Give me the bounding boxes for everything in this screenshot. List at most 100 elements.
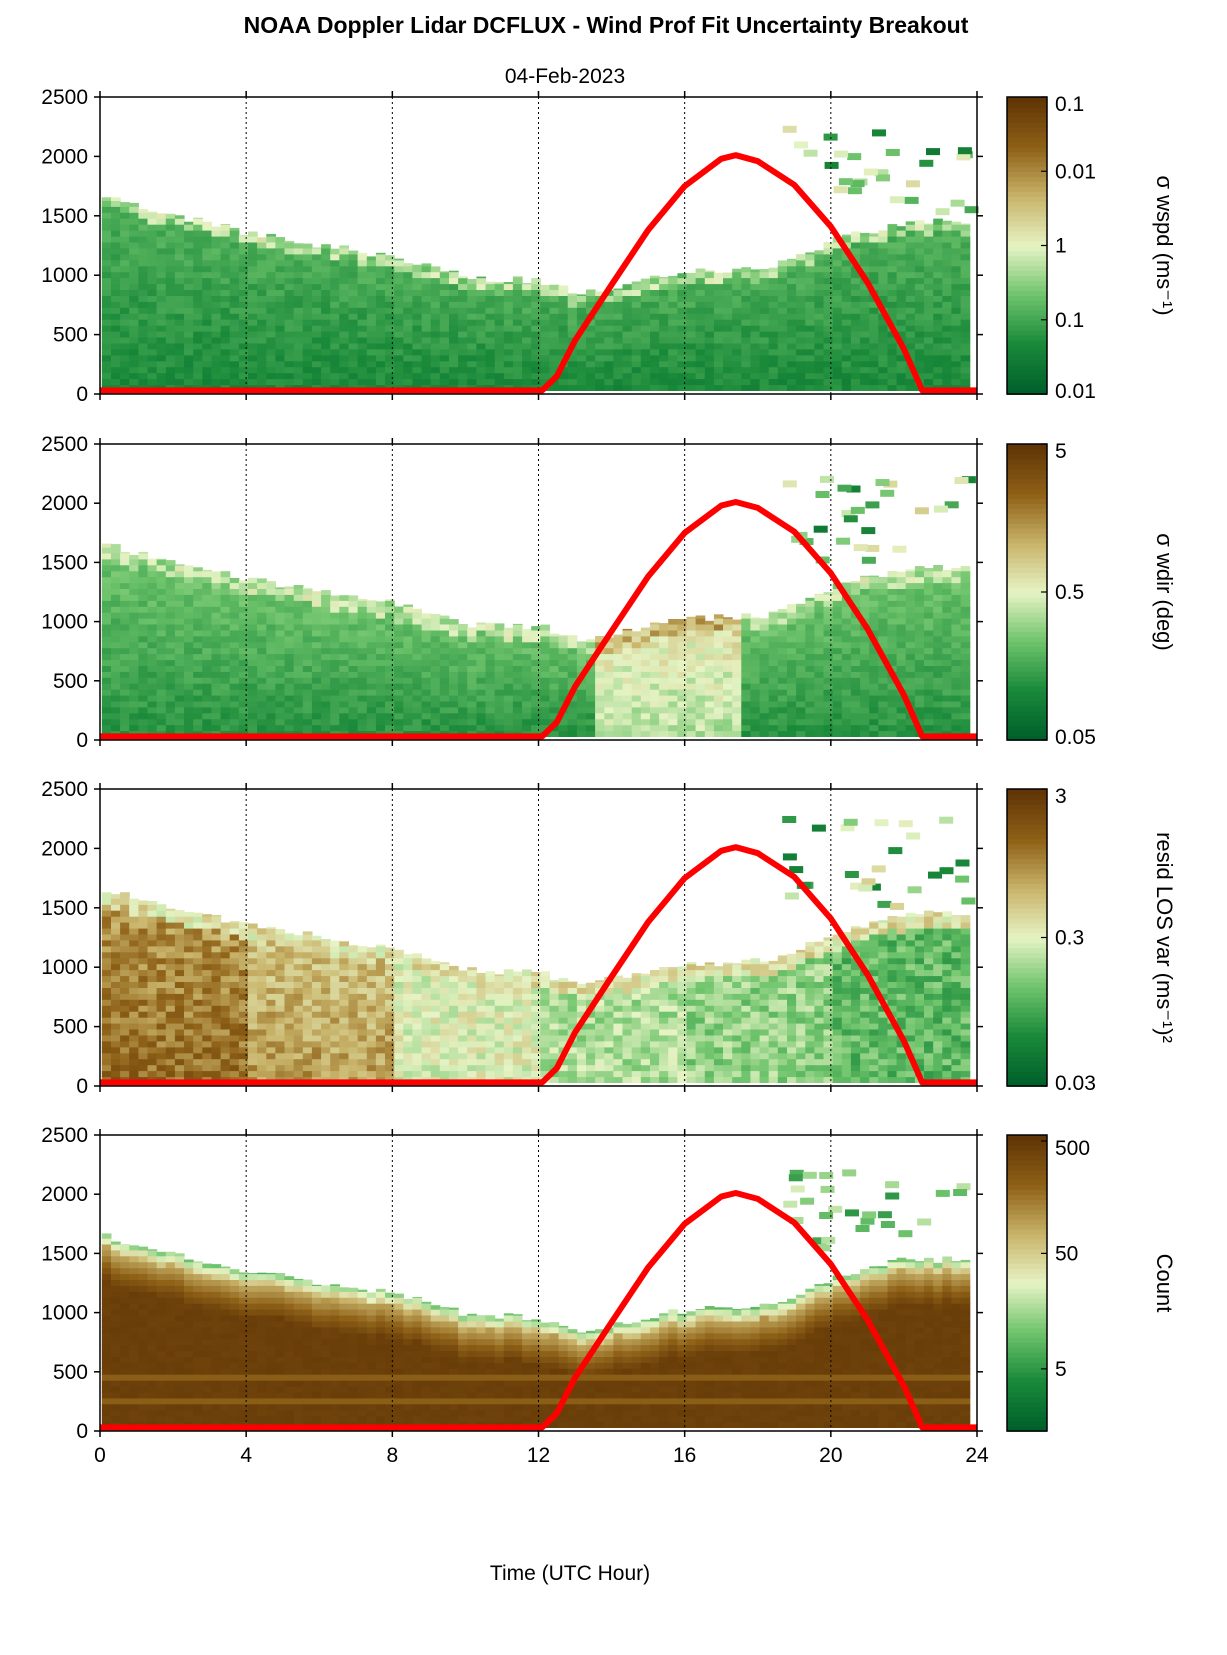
heatmap-cell <box>174 564 185 572</box>
heatmap-cell <box>485 653 496 661</box>
heatmap-cell <box>311 360 322 368</box>
heatmap-cell <box>165 677 176 684</box>
heatmap-cell <box>476 283 487 290</box>
heatmap-cell <box>576 683 587 690</box>
heatmap-cell <box>156 576 167 584</box>
heatmap-cell <box>476 354 487 362</box>
heatmap-cell <box>796 307 806 314</box>
heatmap-cell <box>430 618 441 625</box>
heatmap-cell <box>924 624 934 631</box>
heatmap-cell <box>522 325 532 332</box>
heatmap-cell <box>723 689 733 696</box>
heatmap-cell <box>266 337 276 344</box>
heatmap-cell <box>174 253 185 261</box>
heatmap-cell <box>631 301 642 308</box>
heatmap-cell <box>330 289 340 296</box>
heatmap-cell <box>540 285 550 290</box>
heatmap-cell <box>412 618 423 625</box>
heatmap-cell <box>823 259 834 267</box>
heatmap-cell <box>111 1029 121 1036</box>
heatmap-cell <box>394 671 404 678</box>
heatmap-cell <box>357 301 368 308</box>
heatmap-cell <box>120 922 130 929</box>
heatmap-cell <box>275 247 286 255</box>
heatmap-cell <box>302 587 313 589</box>
heatmap-cell <box>412 629 423 637</box>
heatmap-cell <box>850 671 861 678</box>
heatmap-cell <box>184 236 194 243</box>
heatmap-cell <box>650 354 660 362</box>
heatmap-cell <box>713 295 724 302</box>
heatmap-cell <box>120 331 130 338</box>
heatmap-cell <box>732 671 742 678</box>
heatmap-cell <box>924 265 934 273</box>
heatmap-cell <box>522 700 532 708</box>
heatmap-cell <box>439 348 450 356</box>
heatmap-cell <box>120 910 130 917</box>
heatmap-cell <box>449 277 459 285</box>
heatmap-cell <box>174 665 185 672</box>
heatmap-cell <box>311 271 322 279</box>
heatmap-cell <box>101 543 112 548</box>
heatmap-cell <box>266 724 276 732</box>
heatmap-cell <box>138 718 149 726</box>
heatmap-cell <box>914 653 925 661</box>
heatmap-cell <box>631 635 642 643</box>
heatmap-cell <box>293 271 304 279</box>
heatmap-cell <box>942 366 952 374</box>
heatmap-cell <box>604 730 614 737</box>
heatmap-cell <box>704 665 715 672</box>
heatmap-cell <box>257 265 267 273</box>
cloud-echo-cell <box>935 208 950 216</box>
heatmap-cell <box>522 718 532 726</box>
heatmap-cell <box>211 665 222 672</box>
heatmap-cell <box>677 700 688 708</box>
heatmap-cell <box>677 712 688 720</box>
heatmap-cell <box>458 283 468 290</box>
heatmap-cell <box>248 231 258 237</box>
heatmap-cell <box>147 659 158 666</box>
heatmap-cell <box>576 641 587 643</box>
heatmap-cell <box>695 659 706 666</box>
heatmap-cell <box>732 313 742 320</box>
heatmap-cell <box>759 342 770 350</box>
heatmap-cell <box>586 325 596 332</box>
heatmap-cell <box>111 378 121 386</box>
heatmap-cell <box>165 271 176 279</box>
heatmap-cell <box>138 331 149 338</box>
heatmap-cell <box>933 695 943 702</box>
heatmap-cell <box>120 576 130 584</box>
heatmap-cell <box>129 939 139 947</box>
heatmap-cell <box>293 265 304 273</box>
heatmap-cell <box>723 629 733 637</box>
heatmap-cell <box>732 677 742 684</box>
heatmap-cell <box>211 313 222 320</box>
heatmap-cell <box>558 342 569 350</box>
heatmap-cell <box>421 295 432 302</box>
heatmap-cell <box>887 653 898 661</box>
heatmap-cell <box>339 331 349 338</box>
heatmap-cell <box>111 564 121 572</box>
colorbar-step <box>1007 463 1047 470</box>
heatmap-cell <box>777 718 788 726</box>
heatmap-cell <box>220 354 231 362</box>
heatmap-cell <box>403 366 413 374</box>
heatmap-cell <box>129 1005 139 1012</box>
colorbar-step <box>1007 705 1047 712</box>
heatmap-cell <box>713 372 724 380</box>
heatmap-cell <box>220 348 231 356</box>
heatmap-cell <box>302 366 313 374</box>
heatmap-cell <box>759 277 770 285</box>
heatmap-cell <box>458 276 468 279</box>
heatmap-cell <box>905 635 916 643</box>
heatmap-cell <box>403 360 413 368</box>
heatmap-cell <box>449 700 459 708</box>
heatmap-cell <box>896 671 907 678</box>
heatmap-cell <box>229 671 240 678</box>
heatmap-cell <box>476 695 487 702</box>
heatmap-cell <box>458 348 468 356</box>
heatmap-cell <box>878 342 888 350</box>
heatmap-cell <box>321 612 331 619</box>
heatmap-cell <box>768 712 779 720</box>
heatmap-cell <box>302 253 313 261</box>
